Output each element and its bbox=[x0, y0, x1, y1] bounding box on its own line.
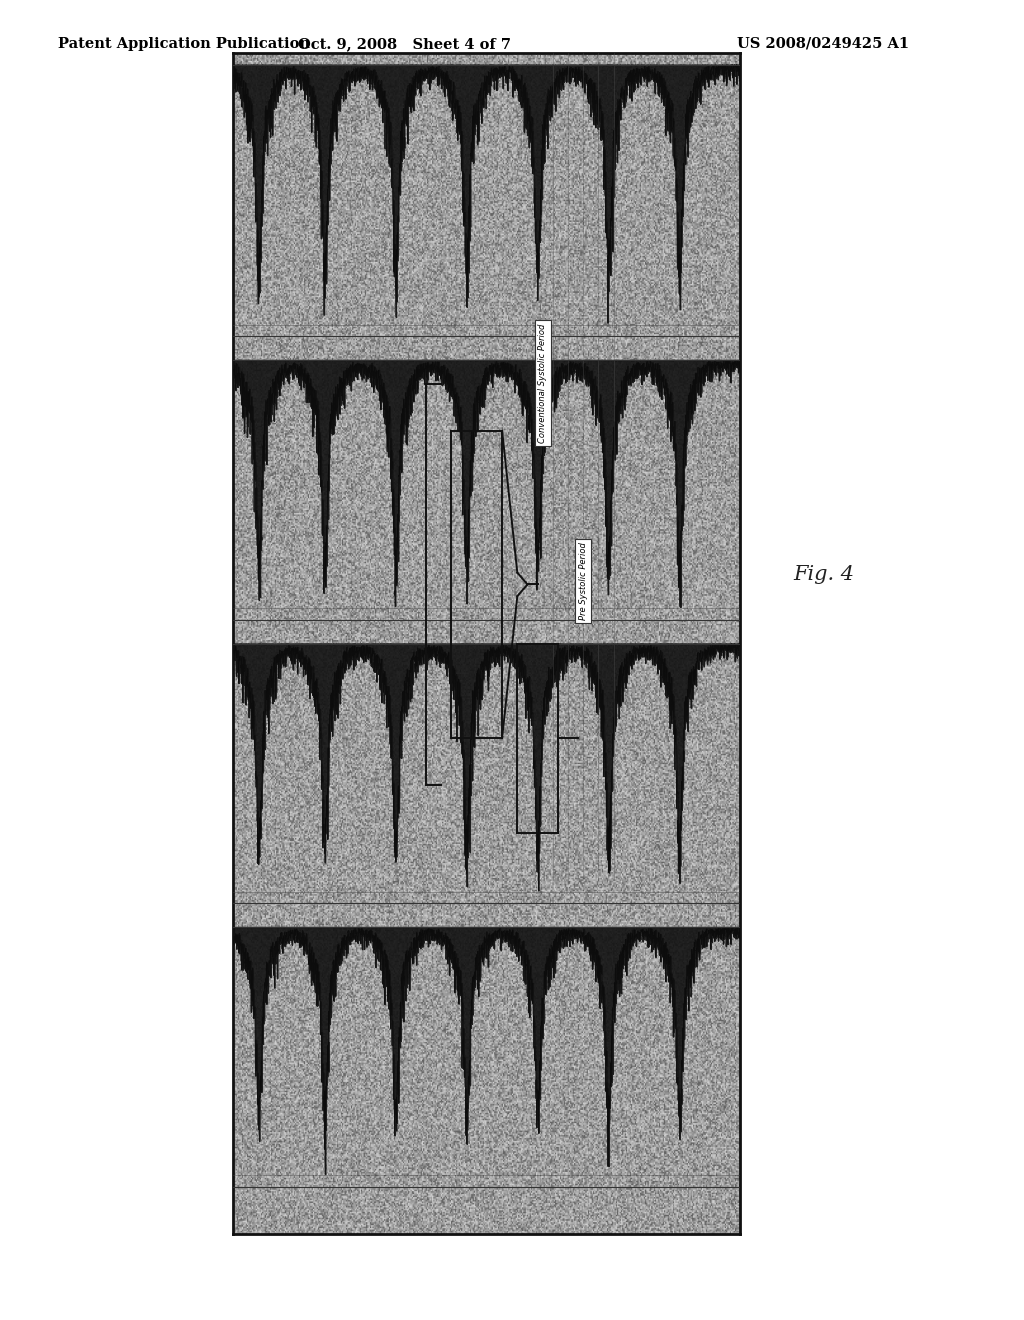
Text: Patent Application Publication: Patent Application Publication bbox=[58, 37, 310, 51]
Text: Conventional Systolic Period: Conventional Systolic Period bbox=[539, 323, 547, 442]
Text: US 2008/0249425 A1: US 2008/0249425 A1 bbox=[737, 37, 909, 51]
Text: Fig. 4: Fig. 4 bbox=[794, 565, 855, 583]
Text: Pre Systolic Period: Pre Systolic Period bbox=[579, 543, 588, 620]
Text: Oct. 9, 2008   Sheet 4 of 7: Oct. 9, 2008 Sheet 4 of 7 bbox=[298, 37, 511, 51]
